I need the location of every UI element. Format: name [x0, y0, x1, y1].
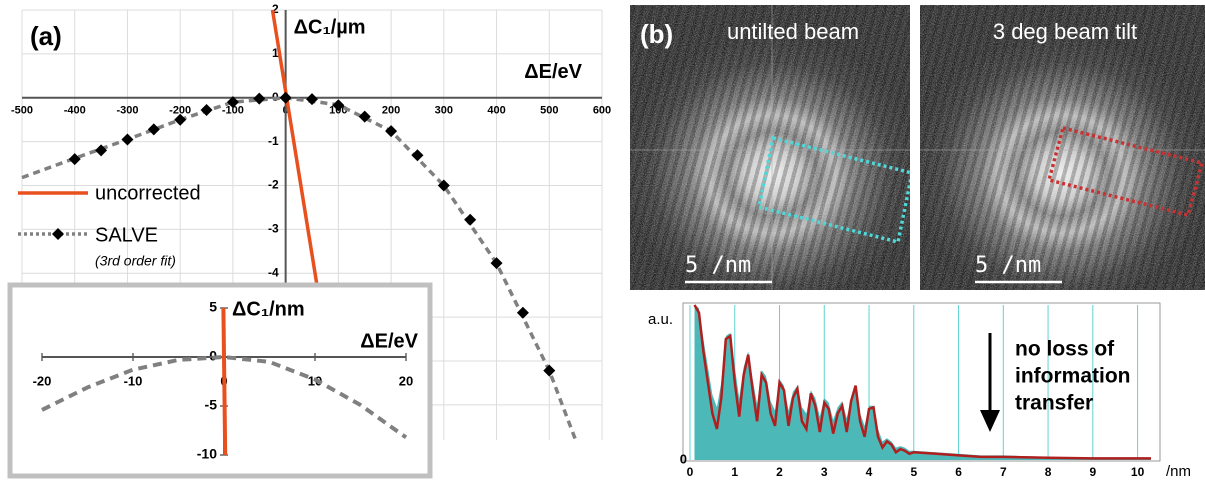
x-tick-label: 4 — [866, 465, 873, 479]
data-marker — [306, 93, 318, 106]
x-tick-label: -10 — [124, 373, 143, 388]
y-tick-label: 5 — [209, 299, 217, 315]
legend-marker — [52, 228, 64, 240]
data-marker — [358, 110, 371, 123]
y-tick-label: -3 — [268, 222, 279, 236]
x-tick-label: 600 — [593, 105, 611, 117]
x-tick-label: 200 — [382, 105, 400, 117]
legend-label: SALVE — [95, 224, 158, 246]
x-tick-label: 0 — [687, 465, 694, 479]
x-tick-label: 7 — [1000, 465, 1007, 479]
x-tick-label: -100 — [222, 105, 244, 117]
x-tick-label: 500 — [540, 105, 558, 117]
y-axis-label: ΔC₁/µm — [294, 16, 366, 38]
data-marker — [516, 306, 529, 319]
y-axis-label: ΔC₁/nm — [232, 298, 305, 320]
data-marker — [332, 99, 345, 112]
x-tick-label: 2 — [776, 465, 783, 479]
annotation: no loss of — [1015, 338, 1115, 361]
x-tick-label: -400 — [64, 105, 86, 117]
y-tick-label: -10 — [197, 446, 217, 462]
x-tick-label: -300 — [116, 105, 138, 117]
x-tick-label: 3 — [821, 465, 828, 479]
x-tick-label: 10 — [1131, 465, 1145, 479]
annotation: transfer — [1015, 392, 1093, 415]
image-title: untilted beam — [727, 19, 859, 44]
series-line — [221, 307, 228, 456]
x-tick-label: 1 — [731, 465, 738, 479]
data-marker — [147, 123, 160, 136]
x-tick-label: 5 — [910, 465, 917, 479]
image-panel — [920, 5, 1205, 290]
x-tick-label: -200 — [169, 105, 191, 117]
data-marker — [411, 149, 424, 162]
data-marker — [279, 91, 292, 104]
y-tick-label: -4 — [268, 265, 279, 279]
x-tick-label: 6 — [955, 465, 962, 479]
series-line — [41, 354, 408, 440]
x-tick-label: -20 — [33, 373, 52, 388]
y-tick-label: -1 — [268, 134, 279, 148]
x-tick-label: 8 — [1045, 465, 1052, 479]
data-marker — [226, 96, 239, 109]
y-tick-label: -5 — [205, 397, 218, 413]
y-axis-label: a.u. — [648, 311, 673, 328]
inset-frame — [7, 282, 433, 479]
y-tick-label: 1 — [272, 46, 279, 60]
y-tick-label: -2 — [268, 178, 279, 192]
panel-label: (b) — [640, 19, 673, 49]
x-tick-label: 400 — [487, 105, 505, 117]
scale-bar-label: 5 /nm — [685, 253, 751, 278]
data-marker — [385, 125, 398, 138]
x-axis-label: ΔE/eV — [360, 330, 418, 352]
legend-note: (3rd order fit) — [95, 253, 176, 269]
panel-label: (a) — [30, 21, 62, 51]
data-marker — [253, 92, 266, 105]
data-marker — [490, 257, 503, 270]
image-texts: (b) untilted beam 3 deg beam tilt 5 /nm … — [640, 19, 1137, 278]
y-tick-label: 0 — [680, 451, 687, 466]
x-tick-label: 20 — [399, 373, 413, 388]
x-axis-label: ΔE/eV — [524, 61, 582, 83]
data-marker — [174, 113, 187, 126]
arrow-head — [980, 410, 1000, 432]
series-line — [693, 304, 1151, 460]
data-marker — [95, 144, 108, 157]
y-tick-label: 2 — [272, 2, 279, 16]
x-tick-label: 9 — [1089, 465, 1096, 479]
data-marker — [121, 133, 134, 146]
data-marker — [437, 179, 450, 192]
legend-label: uncorrected — [95, 182, 201, 204]
data-marker — [200, 104, 213, 117]
scale-bar-label: 5 /nm — [975, 253, 1041, 278]
data-marker — [543, 364, 556, 377]
data-marker — [464, 213, 477, 226]
image-panel — [630, 5, 910, 290]
x-tick-label: -500 — [11, 105, 33, 117]
data-marker — [68, 153, 81, 166]
x-axis-label: /nm — [1166, 463, 1191, 480]
annotation: information — [1015, 365, 1131, 388]
x-tick-label: 300 — [435, 105, 453, 117]
image-title: 3 deg beam tilt — [993, 19, 1137, 44]
